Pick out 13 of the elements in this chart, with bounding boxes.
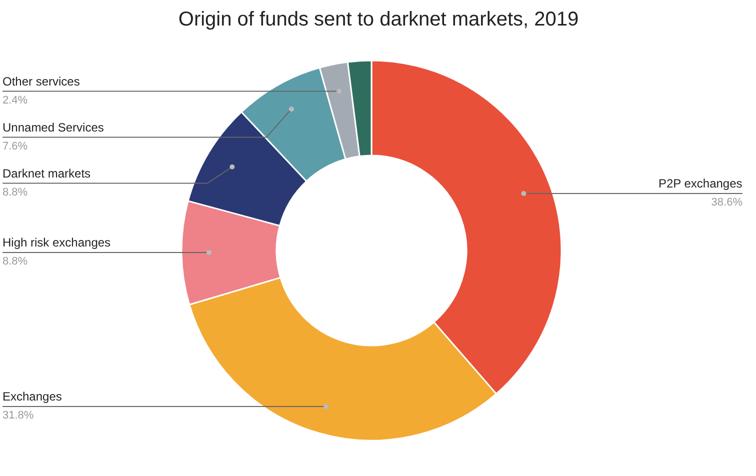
data-label: 31.8%	[2, 410, 34, 422]
data-label: 7.6%	[2, 140, 28, 152]
data-label: 8.8%	[2, 256, 28, 268]
slice-label: Other services	[2, 74, 80, 88]
slice-label: Darknet markets	[2, 166, 91, 180]
slice-label: Unnamed Services	[2, 120, 104, 134]
data-label: 38.6%	[711, 196, 743, 209]
chart-title: Origin of funds sent to darknet markets, 2019	[178, 8, 579, 30]
slice-label: High risk exchanges	[2, 236, 111, 250]
slice-label: Exchanges	[2, 390, 62, 404]
slice-label: P2P exchanges	[658, 176, 742, 191]
data-label: 8.8%	[2, 186, 28, 198]
data-label: 2.4%	[2, 94, 28, 106]
